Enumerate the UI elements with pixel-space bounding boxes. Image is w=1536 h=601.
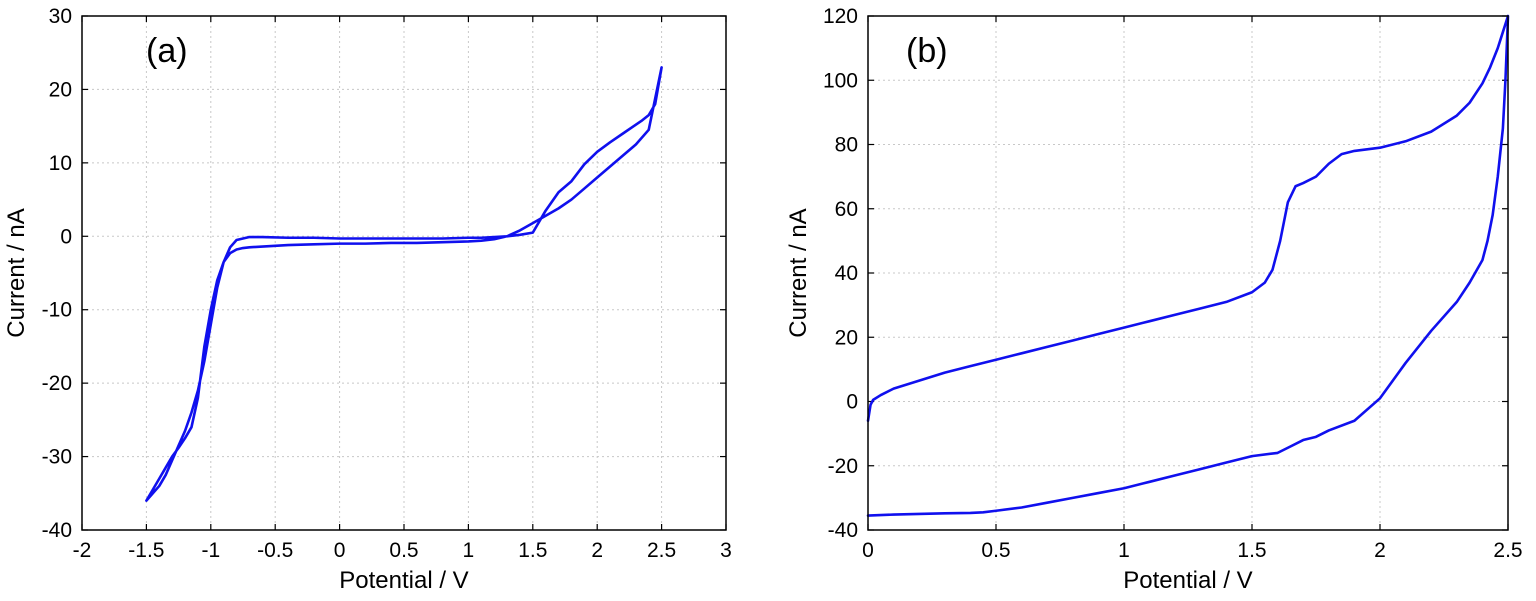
panel-b-x-tick-label: 1.5 (1237, 539, 1266, 562)
panel-a-x-tick-label: -0.5 (257, 539, 293, 562)
panel-a-y-tick-label: 0 (60, 225, 72, 248)
panel-a-x-axis-label: Potential / V (339, 567, 468, 594)
panel-b-x-tick-label: 2.5 (1493, 539, 1522, 562)
panel-b-series-line-0 (866, 14, 1510, 517)
panel-b-x-axis-label: Potential / V (1123, 567, 1252, 594)
panel-b-series (866, 14, 1510, 517)
panel-a-chart: -2 -1.5 -1 -0.5 0 0.5 1 1.5 2 2.5 3 -40 -30 -20 -10 0 10… (3, 5, 732, 594)
panel-a-grid (82, 16, 726, 530)
panel-b-frame (867, 15, 1509, 531)
panel-a-series (145, 66, 663, 502)
panel-a-x-tick-label: 0.5 (389, 539, 418, 562)
panel-b-y-tick-label: 100 (823, 69, 858, 92)
panel-b-y-tick-label: 120 (823, 5, 858, 28)
panel-b-y-tick-label: 60 (835, 198, 858, 221)
panel-a-x-tick-label: 2 (591, 539, 603, 562)
panel-b-label: (b) (906, 32, 948, 70)
panel-a-y-tick-label: 30 (49, 5, 72, 28)
panel-b-grid (868, 16, 1508, 530)
panel-a-x-tick-label: 3 (720, 539, 732, 562)
panel-b-chart: 0 0.5 1 1.5 2 2.5 -40 -20 0 20 40 60 80 100 120 (b) Po… (785, 5, 1523, 594)
panel-a-x-tick-label: 1.5 (518, 539, 547, 562)
panel-a-y-tick-label: -30 (42, 446, 72, 469)
panel-b-y-tick-label: 0 (846, 391, 858, 414)
panel-b-x-tick-label: 1 (1118, 539, 1130, 562)
panel-a-y-tick-label: -40 (42, 519, 72, 542)
panel-a-y-tick-label: -20 (42, 372, 72, 395)
panel-a-y-tick-label: 20 (49, 78, 72, 101)
panel-b-ticks: 0 0.5 1 1.5 2 2.5 -40 -20 0 20 40 60 80 100 120 (823, 5, 1523, 562)
panel-a-label: (a) (146, 32, 188, 70)
panel-b-y-tick-label: -20 (828, 455, 858, 478)
panel-b-y-axis-label: Current / nA (785, 208, 812, 337)
panel-b-x-tick-label: 0 (862, 539, 874, 562)
panel-a-x-tick-label: 2.5 (647, 539, 676, 562)
panel-a-x-tick-label: -2 (73, 539, 92, 562)
panel-b-y-tick-label: 20 (835, 326, 858, 349)
panel-b-y-tick-label: -40 (828, 519, 858, 542)
panel-a-y-tick-label: 10 (49, 152, 72, 175)
panel-a-x-tick-label: 0 (334, 539, 346, 562)
panel-a-y-axis-label: Current / nA (3, 208, 30, 337)
panel-a-x-tick-label: -1 (201, 539, 220, 562)
panel-a-series-line-0 (145, 66, 663, 502)
panel-a-x-tick-label: -1.5 (128, 539, 164, 562)
panel-b-y-tick-label: 40 (835, 262, 858, 285)
panel-a-frame (81, 15, 727, 531)
panel-a-x-tick-label: 1 (463, 539, 475, 562)
panel-b-y-tick-label: 80 (835, 134, 858, 157)
panel-b-x-tick-label: 2 (1374, 539, 1386, 562)
panel-a-y-tick-label: -10 (42, 299, 72, 322)
panel-b-x-tick-label: 0.5 (981, 539, 1010, 562)
panel-a-ticks: -2 -1.5 -1 -0.5 0 0.5 1 1.5 2 2.5 3 -40 -30 -20 -10 0 10… (42, 5, 732, 562)
